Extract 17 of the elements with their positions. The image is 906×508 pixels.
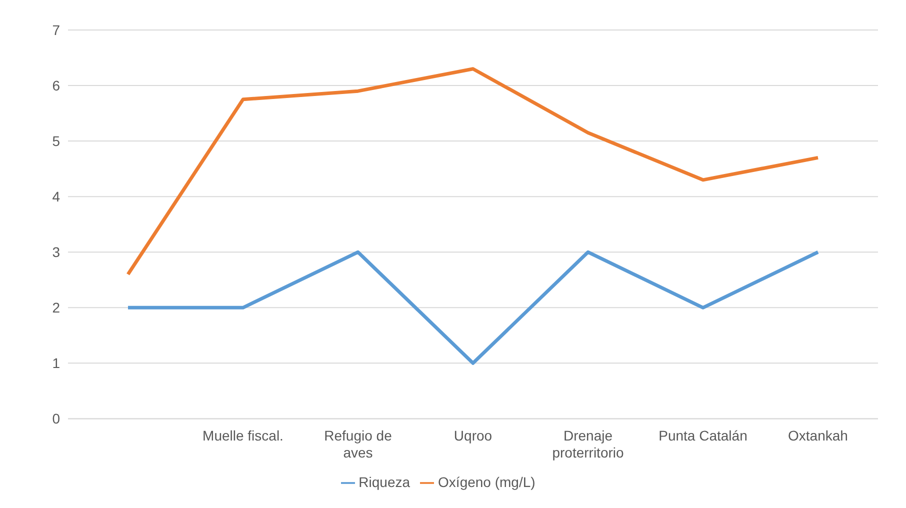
legend-label: Oxígeno (mg/L) xyxy=(438,474,536,490)
y-tick-label: 7 xyxy=(52,22,60,38)
x-tick-label: Drenaje proterritorio xyxy=(552,428,624,461)
y-tick-label: 5 xyxy=(52,133,60,150)
y-tick-label: 4 xyxy=(52,188,60,205)
y-tick-label: 1 xyxy=(52,355,60,372)
legend-label: Riqueza xyxy=(358,474,410,490)
x-tick-label: Oxtankah xyxy=(788,428,848,444)
y-tick-label: 6 xyxy=(52,78,60,94)
x-tick-label: Punta Catalán xyxy=(658,428,748,444)
x-tick-label: Muelle fiscal. xyxy=(202,428,284,444)
line-series xyxy=(126,67,820,276)
y-tick-label: 2 xyxy=(52,300,60,316)
x-tick-label: Refugio de aves xyxy=(324,428,392,461)
y-tick-label: 3 xyxy=(52,244,60,260)
x-tick-label: Uqroo xyxy=(454,428,492,444)
y-tick-label: 0 xyxy=(52,410,60,427)
